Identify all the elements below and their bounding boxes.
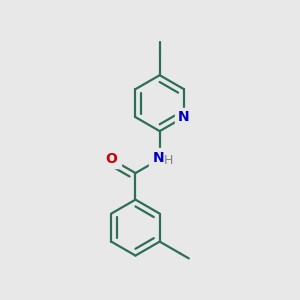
Bar: [175, 108, 193, 127]
Text: O: O: [105, 152, 117, 166]
Bar: [102, 150, 121, 168]
Text: N: N: [152, 151, 164, 164]
Text: H: H: [164, 154, 173, 167]
Bar: [149, 148, 171, 170]
Text: N: N: [178, 110, 190, 124]
